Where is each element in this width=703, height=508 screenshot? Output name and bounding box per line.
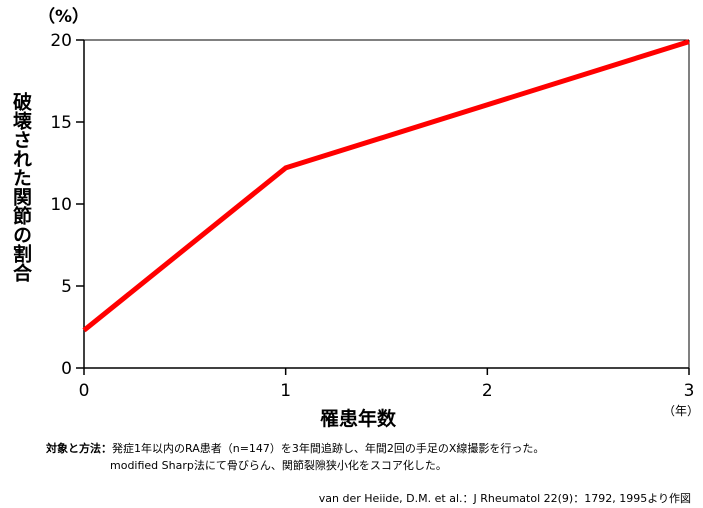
line-chart: 0 5 10 15 20 0 1 2 3 (50, 31, 695, 401)
source-citation: van der Heiide, D.M. et al.：J Rheumatol … (318, 492, 691, 505)
note-line-1: 発症1年以内のRA患者（n=147）を3年間追跡し、年間2回の手足のX線撮影を行… (112, 442, 545, 455)
y-tick-label: 15 (50, 113, 72, 133)
y-tick-label: 20 (50, 31, 72, 51)
x-tick-label: 1 (280, 381, 291, 401)
x-tick-label: 0 (79, 381, 90, 401)
y-tick-label: 10 (50, 195, 72, 215)
x-tick-label: 3 (684, 381, 695, 401)
x-tick-label: 2 (482, 381, 493, 401)
method-note: 対象と方法：発症1年以内のRA患者（n=147）を3年間追跡し、年間2回の手足の… (46, 441, 544, 457)
x-axis-title: 罹患年数 (320, 408, 397, 430)
note-line-2: modified Sharp法にて骨びらん、関節裂隙狭小化をスコア化した。 (110, 459, 447, 472)
y-unit-label: （%） (38, 7, 90, 27)
y-tick-label: 0 (61, 359, 72, 379)
y-tick-label: 5 (61, 277, 72, 297)
note-heading: 対象と方法： (46, 442, 112, 455)
x-unit-label: （年） (663, 404, 700, 418)
series-line (82, 39, 690, 333)
y-axis-title: 破壊された関節の割合 (10, 92, 32, 282)
